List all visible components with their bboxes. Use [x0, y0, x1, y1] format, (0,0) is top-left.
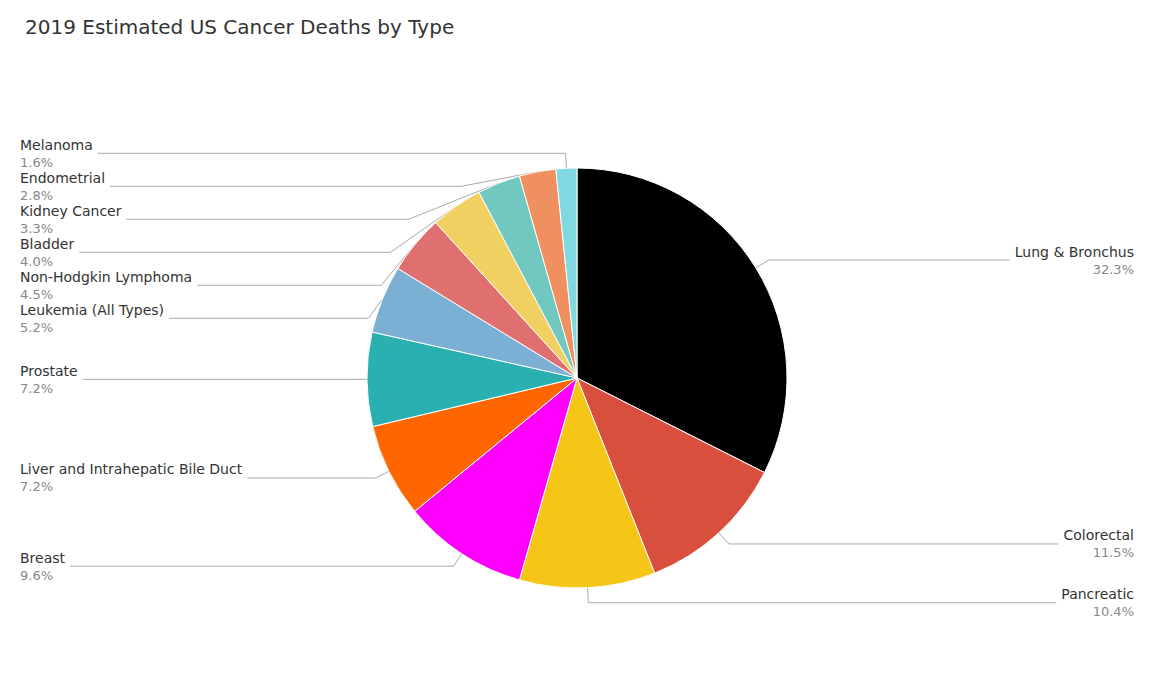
svg-text:11.5%: 11.5%	[1093, 545, 1134, 560]
svg-text:Melanoma: Melanoma	[20, 137, 93, 153]
svg-text:7.2%: 7.2%	[20, 381, 53, 396]
svg-text:7.2%: 7.2%	[20, 479, 53, 494]
svg-text:2.8%: 2.8%	[20, 188, 53, 203]
svg-text:32.3%: 32.3%	[1093, 262, 1134, 277]
svg-text:Prostate: Prostate	[20, 363, 78, 379]
svg-text:Liver and Intrahepatic Bile Du: Liver and Intrahepatic Bile Duct	[20, 461, 243, 477]
svg-text:Bladder: Bladder	[20, 236, 74, 252]
svg-text:5.2%: 5.2%	[20, 320, 53, 335]
svg-text:1.6%: 1.6%	[20, 155, 53, 170]
svg-text:Non-Hodgkin Lymphoma: Non-Hodgkin Lymphoma	[20, 269, 192, 285]
svg-text:Lung & Bronchus: Lung & Bronchus	[1015, 244, 1134, 260]
svg-text:2019 Estimated US Cancer Death: 2019 Estimated US Cancer Deaths by Type	[25, 15, 454, 39]
svg-text:Kidney Cancer: Kidney Cancer	[20, 203, 122, 219]
svg-text:3.3%: 3.3%	[20, 221, 53, 236]
svg-text:4.5%: 4.5%	[20, 287, 53, 302]
svg-text:10.4%: 10.4%	[1093, 604, 1134, 619]
svg-text:Endometrial: Endometrial	[20, 170, 105, 186]
svg-text:4.0%: 4.0%	[20, 254, 53, 269]
svg-text:Colorectal: Colorectal	[1063, 527, 1134, 543]
svg-text:Breast: Breast	[20, 550, 66, 566]
svg-text:Leukemia (All Types): Leukemia (All Types)	[20, 302, 164, 318]
svg-text:9.6%: 9.6%	[20, 568, 53, 583]
svg-text:Pancreatic: Pancreatic	[1061, 586, 1134, 602]
